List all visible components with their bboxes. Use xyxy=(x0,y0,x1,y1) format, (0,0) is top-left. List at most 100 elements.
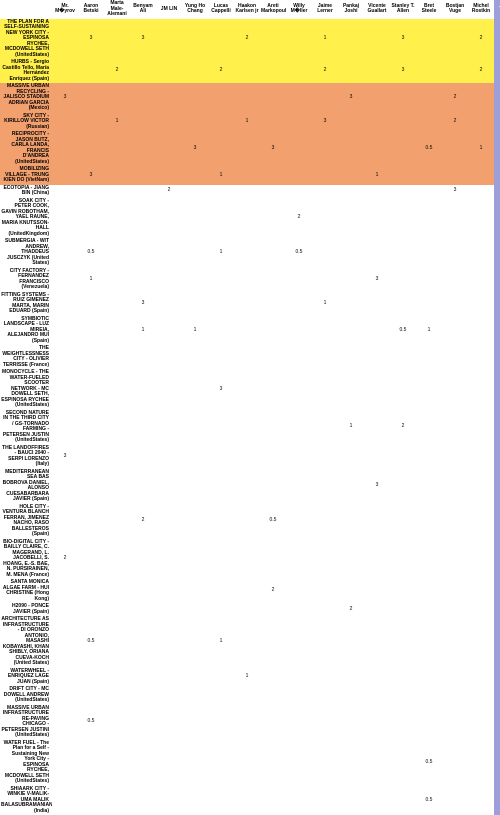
table-row: CITY FACTORY - FERNANDEZ FRANCISCO (Vene… xyxy=(0,268,500,292)
score-cell xyxy=(208,786,234,815)
score-cell: 0.5 xyxy=(260,504,286,539)
total-cell: 7.5 xyxy=(494,131,500,166)
score-cell xyxy=(234,166,260,185)
score-cell xyxy=(130,579,156,603)
score-cell xyxy=(130,686,156,705)
score-cell xyxy=(182,686,208,705)
score-cell xyxy=(156,539,182,580)
score-cell xyxy=(468,740,494,786)
score-cell xyxy=(260,539,286,580)
score-cell xyxy=(156,83,182,113)
score-cell xyxy=(208,603,234,616)
score-cell xyxy=(364,616,390,668)
score-cell xyxy=(182,268,208,292)
score-cell xyxy=(416,616,442,668)
score-cell: 2 xyxy=(442,113,468,132)
score-cell xyxy=(234,83,260,113)
total-cell: 1.5 xyxy=(494,616,500,668)
score-cell: 2 xyxy=(130,504,156,539)
score-cell xyxy=(182,603,208,616)
score-cell xyxy=(286,410,312,445)
score-cell xyxy=(208,316,234,346)
row-label: DRIFT CITY - MC DOWELL ANDREW (UnitedSta… xyxy=(0,686,52,705)
row-label: SECOND NATURE IN THE THIRD CITY / GS-TOR… xyxy=(0,410,52,445)
score-cell xyxy=(468,539,494,580)
score-cell xyxy=(416,292,442,316)
score-cell: 1 xyxy=(364,166,390,185)
score-cell xyxy=(338,292,364,316)
score-cell xyxy=(364,238,390,268)
score-cell xyxy=(468,410,494,445)
total-header: TOTAL xyxy=(494,0,500,19)
row-label: THE LANDOFFIRES - BAUCI 2040 - SERPI LOR… xyxy=(0,445,52,469)
score-cell xyxy=(52,166,78,185)
table-row: RECIPROCITY - JASON BUTZ, CARLA LANDA, F… xyxy=(0,131,500,166)
score-cell xyxy=(312,686,338,705)
score-cell xyxy=(156,705,182,740)
score-cell xyxy=(286,686,312,705)
score-cell xyxy=(78,185,104,198)
score-cell xyxy=(130,131,156,166)
score-cell xyxy=(286,504,312,539)
table-row: ECOTOPIA - JIANG BIN (China)235 xyxy=(0,185,500,198)
score-cell xyxy=(364,83,390,113)
jury-header-8: Areti Markopoulou xyxy=(260,0,286,19)
score-cell xyxy=(442,786,468,815)
row-label: RECIPROCITY - JASON BUTZ, CARLA LANDA, F… xyxy=(0,131,52,166)
row-label: SYMBIOTIC LANDSCAPE - LUZ MIREIA, ALEJAN… xyxy=(0,316,52,346)
table-row: WATER FUEL - The Plan for a Self - Susta… xyxy=(0,740,500,786)
score-cell xyxy=(390,198,416,239)
score-cell xyxy=(338,59,364,83)
score-cell xyxy=(390,345,416,369)
score-cell xyxy=(364,579,390,603)
score-cell xyxy=(468,238,494,268)
score-cell xyxy=(260,238,286,268)
score-cell xyxy=(52,185,78,198)
score-cell xyxy=(338,445,364,469)
score-cell xyxy=(442,166,468,185)
row-label: MEDITERRANEAN SEA BAS BOBROVA DANIEL, AL… xyxy=(0,469,52,504)
score-cell xyxy=(338,705,364,740)
row-label: WATERWHEEL - ENRIQUEZ LAGE JUAN (Spain) xyxy=(0,668,52,687)
score-cell xyxy=(78,113,104,132)
score-cell xyxy=(52,579,78,603)
score-cell xyxy=(156,198,182,239)
row-label: ECOTOPIA - JIANG BIN (China) xyxy=(0,185,52,198)
table-body: THE PLAN FOR A SELF-SUSTAINING NEW YORK … xyxy=(0,19,500,815)
score-cell xyxy=(52,316,78,346)
score-cell xyxy=(442,238,468,268)
table-row: MASSIVE URBAN RECYCLING - JALISCO STADIU… xyxy=(0,83,500,113)
score-cell xyxy=(104,786,130,815)
score-cell xyxy=(130,369,156,410)
score-cell xyxy=(182,238,208,268)
score-cell xyxy=(338,316,364,346)
score-cell xyxy=(312,238,338,268)
score-cell xyxy=(390,131,416,166)
score-cell xyxy=(416,83,442,113)
score-cell xyxy=(52,668,78,687)
score-cell xyxy=(208,185,234,198)
score-cell xyxy=(234,786,260,815)
score-cell xyxy=(182,19,208,60)
score-cell: 3 xyxy=(52,445,78,469)
score-cell xyxy=(286,345,312,369)
score-cell xyxy=(312,185,338,198)
score-cell xyxy=(338,185,364,198)
jury-header-10: Jaime Lerner xyxy=(312,0,338,19)
score-cell xyxy=(364,19,390,60)
score-cell xyxy=(234,268,260,292)
score-cell xyxy=(468,369,494,410)
row-label: MASSIVE URBAN RECYCLING - JALISCO STADIU… xyxy=(0,83,52,113)
score-cell xyxy=(390,83,416,113)
score-cell xyxy=(182,345,208,369)
score-cell xyxy=(442,705,468,740)
score-cell xyxy=(442,410,468,445)
jury-header-14: Bret Steele xyxy=(416,0,442,19)
score-cell xyxy=(182,113,208,132)
score-cell xyxy=(442,603,468,616)
score-cell xyxy=(442,131,468,166)
table-row: DRIFT CITY - MC DOWELL ANDREW (UnitedSta… xyxy=(0,686,500,705)
score-cell: 3 xyxy=(52,83,78,113)
score-cell: 3 xyxy=(260,131,286,166)
table-row: ARCHITECTURE AS INFRASTRUCTURE - DI ORON… xyxy=(0,616,500,668)
